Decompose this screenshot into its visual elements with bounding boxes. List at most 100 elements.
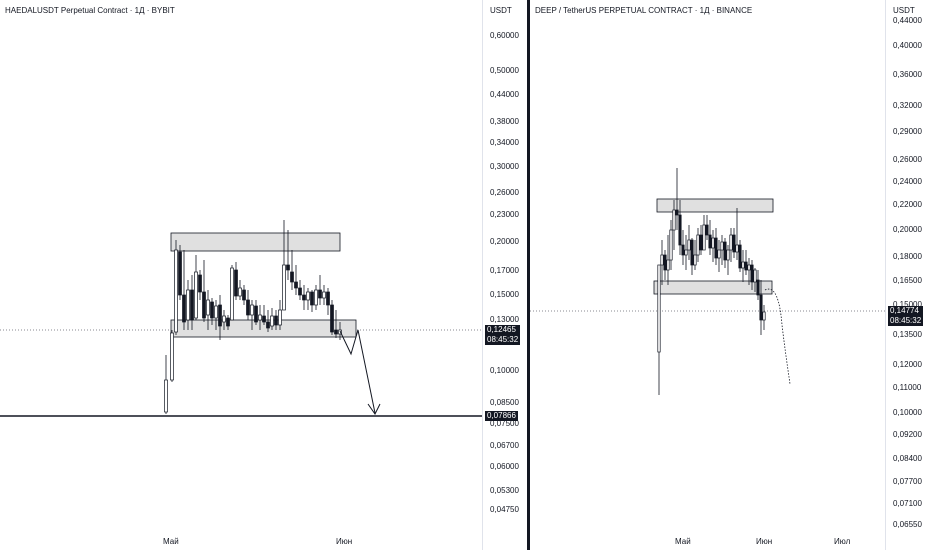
left-y-tick: 0,05300 — [490, 486, 519, 495]
left-chart-canvas[interactable] — [0, 0, 527, 550]
candle-body — [254, 305, 258, 323]
candle-body — [720, 241, 724, 251]
right-resistance-zone — [656, 198, 774, 213]
candle-body — [234, 269, 238, 297]
right-y-tick: 0,26000 — [893, 155, 922, 164]
right-x-tick: Июн — [756, 537, 773, 546]
candle-body — [274, 315, 278, 326]
left-y-tick: 0,38000 — [490, 117, 519, 126]
left-y-tick: 0,10000 — [490, 366, 519, 375]
left-y-tick: 0,15000 — [490, 290, 519, 299]
candle-body — [230, 267, 234, 321]
candle-body — [250, 304, 254, 316]
right-y-tick: 0,24000 — [893, 177, 922, 186]
right-y-tick: 0,29000 — [893, 127, 922, 136]
candle-body — [318, 289, 322, 299]
candle-body — [282, 264, 286, 311]
panel-divider[interactable] — [527, 0, 530, 550]
right-chart-panel[interactable]: DEEP / TetherUS PERPETUAL CONTRACT · 1Д … — [530, 0, 932, 550]
candle-body — [170, 332, 174, 381]
candle-body — [178, 251, 182, 296]
right-y-tick: 0,07100 — [893, 499, 922, 508]
right-chart-canvas[interactable] — [530, 0, 932, 550]
candle-body — [214, 305, 218, 319]
candle-body — [750, 264, 754, 283]
left-y-tick: 0,30000 — [490, 162, 519, 171]
candle-body — [182, 294, 186, 323]
right-y-tick: 0,44000 — [893, 16, 922, 25]
candle-body — [738, 244, 742, 269]
candle-body — [290, 271, 294, 283]
right-y-tick: 0,16500 — [893, 276, 922, 285]
candle-body — [306, 291, 310, 301]
left-y-tick: 0,34000 — [490, 138, 519, 147]
candle-body — [708, 234, 712, 249]
candle-body — [666, 259, 670, 271]
candle-body — [726, 249, 730, 261]
left-chart-title: HAEDALUSDT Perpetual Contract · 1Д · BYB… — [5, 6, 175, 15]
right-y-tick: 0,13500 — [893, 330, 922, 339]
left-price-axis[interactable]: USDT 0,60000 0,50000 0,44000 0,38000 0,3… — [482, 0, 527, 550]
candle-body — [164, 379, 168, 413]
candle-body — [684, 249, 688, 256]
candle-body — [238, 287, 242, 297]
candle-body — [258, 314, 262, 321]
left-y-tick: 0,06700 — [490, 441, 519, 450]
candle-body — [696, 234, 700, 256]
left-x-tick: Июн — [336, 537, 353, 546]
candle-body — [310, 291, 314, 306]
candle-body — [222, 315, 226, 323]
candle-body — [657, 264, 661, 353]
candle-body — [705, 224, 709, 236]
candle-body — [202, 291, 206, 319]
candle-body — [753, 269, 757, 283]
candle-body — [729, 234, 733, 251]
candle-body — [270, 315, 274, 327]
right-y-tick: 0,12000 — [893, 360, 922, 369]
candle-body — [266, 321, 270, 329]
left-y-tick: 0,04750 — [490, 505, 519, 514]
left-y-tick: 0,23000 — [490, 210, 519, 219]
candle-body — [326, 291, 330, 306]
left-y-tick: 0,60000 — [490, 31, 519, 40]
candle-body — [322, 291, 326, 299]
candle-body — [669, 229, 673, 261]
candle-body — [693, 254, 697, 266]
left-y-tick: 0,26000 — [490, 188, 519, 197]
left-unit-label: USDT — [490, 6, 512, 15]
left-projection-arrow — [339, 329, 376, 414]
left-chart-panel[interactable]: HAEDALUSDT Perpetual Contract · 1Д · BYB… — [0, 0, 527, 550]
candle-body — [294, 281, 298, 289]
left-arrow-head — [367, 403, 381, 415]
candle-body — [681, 244, 685, 256]
left-countdown: 08:45:32 — [487, 335, 519, 344]
left-y-tick: 0,44000 — [490, 90, 519, 99]
candle-body — [741, 261, 745, 269]
right-chart-title: DEEP / TetherUS PERPETUAL CONTRACT · 1Д … — [535, 6, 753, 15]
left-resistance-zone — [170, 232, 341, 252]
candle-body — [190, 289, 194, 321]
candle-body — [334, 329, 338, 335]
candle-body — [756, 279, 760, 296]
candle-body — [702, 224, 706, 251]
right-countdown: 08:45:32 — [890, 316, 922, 325]
candle-body — [711, 237, 715, 249]
left-last-price-tag: 0,12465 08:45:32 — [485, 325, 521, 345]
candle-body — [194, 271, 198, 319]
right-unit-label: USDT — [893, 6, 915, 15]
candle-body — [314, 289, 318, 306]
right-x-tick: Май — [675, 537, 691, 546]
right-y-tick: 0,08400 — [893, 454, 922, 463]
right-projection-path — [764, 288, 791, 385]
left-y-tick: 0,20000 — [490, 237, 519, 246]
candle-body — [714, 237, 718, 259]
candle-body — [218, 304, 222, 327]
candle-body — [198, 274, 202, 293]
right-price-axis[interactable]: USDT 0,44000 0,40000 0,36000 0,32000 0,2… — [885, 0, 932, 550]
candle-body — [678, 214, 682, 246]
candle-body — [762, 311, 766, 321]
candle-body — [744, 261, 748, 271]
left-y-tick: 0,06000 — [490, 462, 519, 471]
right-y-tick: 0,22000 — [893, 200, 922, 209]
left-y-tick: 0,07500 — [490, 419, 519, 428]
